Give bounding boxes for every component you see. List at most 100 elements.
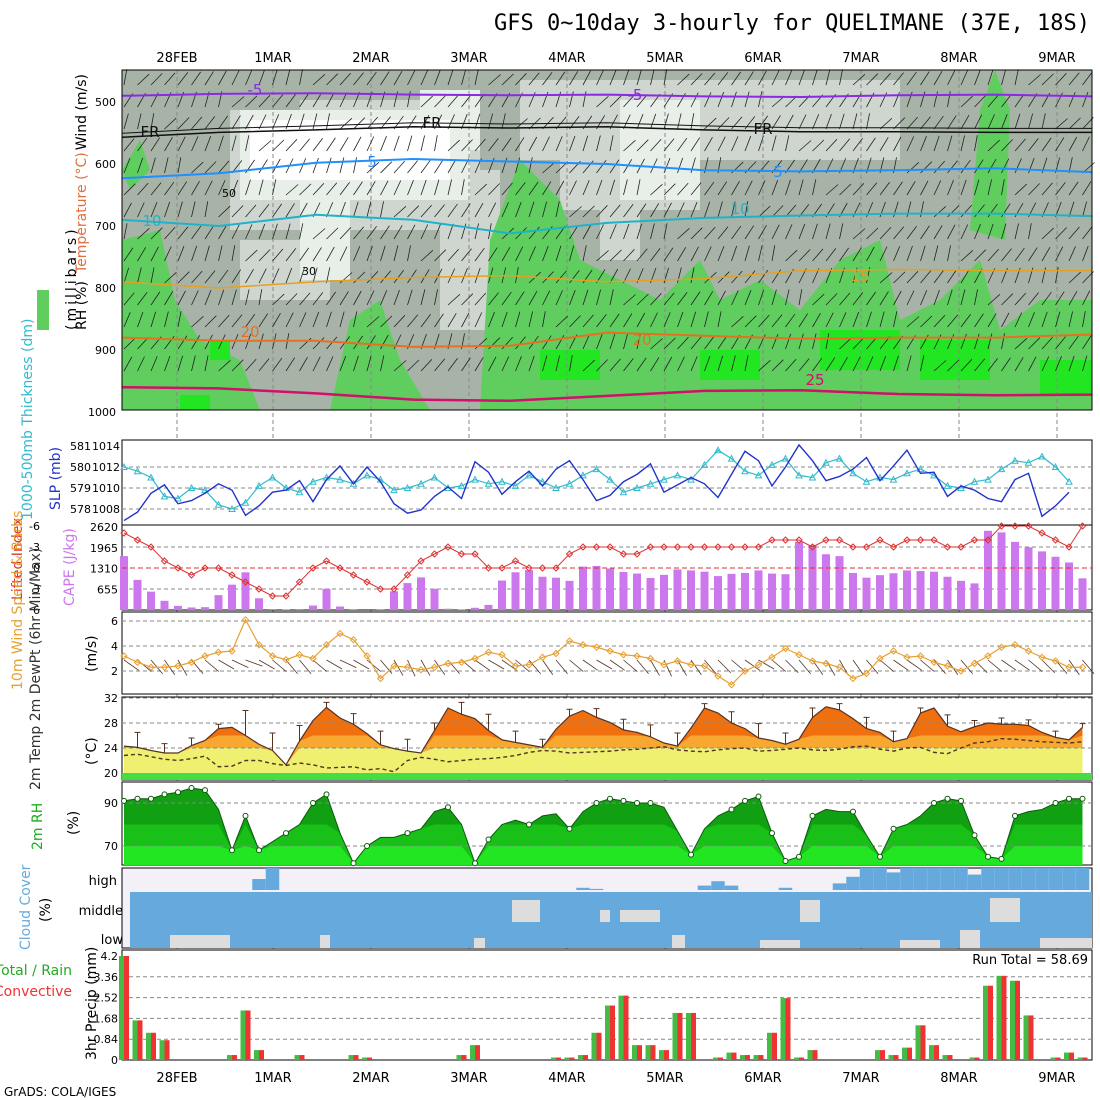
wind-barb (960, 289, 966, 306)
wind-barb (366, 181, 376, 196)
wind-barb (920, 180, 929, 196)
wind-barb (164, 72, 176, 86)
wind-barb (123, 356, 133, 372)
thickness-marker (295, 488, 304, 496)
wind-barb (407, 135, 413, 152)
wind10m-marker (363, 652, 371, 660)
wind-barb (906, 271, 919, 284)
wind-barb (785, 135, 790, 152)
wind-barb (299, 312, 307, 328)
wind-barb (515, 291, 525, 306)
date-label-bottom: 5MAR (646, 1071, 683, 1086)
wind10m-marker (1038, 653, 1046, 661)
date-label-top: 3MAR (450, 51, 487, 66)
lifted-marker (849, 543, 857, 551)
wind10m-marker (498, 651, 506, 659)
cloud-high-bar (859, 868, 874, 890)
wind-barb (245, 289, 250, 306)
lifted-marker (687, 543, 695, 551)
cape-bar (889, 573, 898, 610)
wind-barb (906, 355, 912, 372)
isotherm-label: FR (753, 120, 772, 138)
wind10m-marker (687, 661, 695, 669)
wind-barb (987, 114, 995, 130)
isotherm-label: 20 (240, 323, 259, 341)
wind10m-marker (174, 662, 182, 670)
wind10m-marker (147, 663, 155, 671)
wind10m-marker (241, 616, 250, 624)
wind-barb (218, 289, 225, 306)
wind-barb (1014, 312, 1023, 328)
surface-wind-barb (717, 659, 732, 674)
wind-barb (204, 290, 212, 306)
wind-barb (218, 359, 231, 372)
cape-bar (660, 574, 668, 610)
wind-barb (744, 135, 752, 152)
surface-wind-barb (596, 659, 613, 670)
wind-barb (596, 159, 607, 174)
wind-barb (812, 139, 825, 152)
wind-barb (1001, 312, 1010, 328)
wind10m-marker (768, 653, 776, 661)
rh2m-marker (121, 797, 127, 804)
pressure-tick: 500 (95, 96, 116, 109)
lifted-marker (376, 585, 385, 593)
wind10m-marker (592, 643, 601, 651)
wind-barb (1001, 333, 1005, 350)
surface-wind-barb (353, 659, 370, 670)
rh2m-marker (985, 853, 991, 860)
wind-barb (164, 226, 176, 240)
lifted-marker (1051, 536, 1060, 544)
precip-convective-bar (353, 1055, 359, 1060)
wind-barb (866, 356, 874, 372)
wind-barb (474, 312, 483, 328)
wind-barb (812, 114, 820, 130)
pressure-tick: 700 (95, 220, 116, 233)
wind-barb (690, 73, 703, 86)
precip-convective-bar (1001, 975, 1007, 1060)
cape-bar (835, 556, 844, 610)
surface-wind-barb (474, 659, 490, 671)
isotherm-FR (121, 126, 1092, 139)
lifted-marker (403, 571, 412, 579)
wind-barb (258, 114, 267, 130)
lifted-marker (903, 536, 911, 544)
rh-saturated-area (920, 340, 990, 380)
cape-bar (984, 530, 992, 610)
cloud-high-bar (1008, 868, 1022, 890)
slp-ylabel: SLP (mb) (48, 447, 64, 510)
wind-barb (1001, 113, 1008, 130)
wind-barb (852, 247, 862, 262)
wind-barb (353, 355, 359, 372)
lifted-marker (565, 550, 574, 558)
wind-barb (650, 357, 660, 372)
wind-barb (906, 161, 920, 174)
rh2m-marker (485, 836, 492, 843)
wind10m-marker (619, 651, 628, 659)
wind-barb (164, 181, 175, 196)
wind-barb (204, 180, 213, 196)
wind-barb (879, 72, 892, 86)
wind-barb (677, 113, 682, 130)
rh2m-marker (364, 843, 370, 849)
wind-barb (758, 135, 764, 152)
wind-barb (1028, 183, 1040, 196)
wind-barb (218, 115, 229, 130)
wind-barb (677, 157, 684, 174)
cape-bar (1024, 547, 1033, 610)
rh2m-marker (1066, 795, 1072, 802)
wind-barb (542, 136, 550, 152)
wind-barb (690, 311, 697, 328)
wind-barb (758, 359, 771, 372)
wind-barb (1041, 246, 1051, 262)
rh-saturated-area (1040, 360, 1092, 395)
wind10m-marker (120, 652, 128, 660)
wind-barb (461, 203, 471, 218)
wind-barb (623, 313, 633, 328)
thickness-marker (889, 475, 898, 483)
precip-total-bar (740, 1055, 745, 1060)
cape-tick: 2620 (90, 521, 118, 534)
wind-barb (704, 226, 716, 240)
wind-barb (771, 334, 779, 350)
surface-wind-barb (893, 659, 909, 671)
